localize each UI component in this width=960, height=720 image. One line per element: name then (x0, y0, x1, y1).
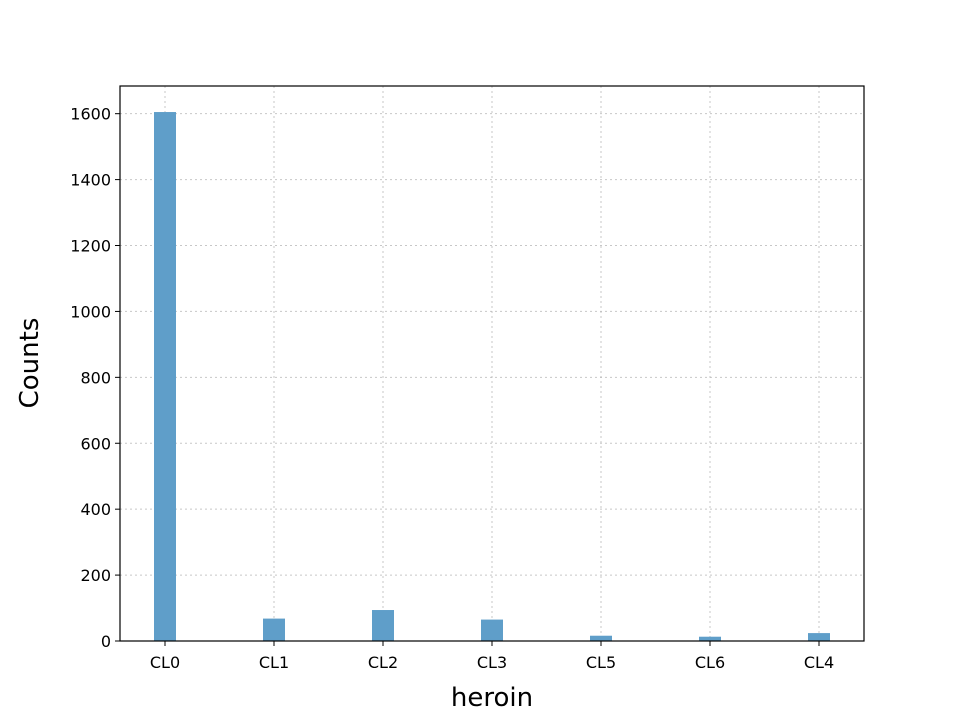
y-tick-label: 600 (80, 434, 111, 453)
x-tick-label: CL1 (259, 653, 289, 672)
x-axis-ticks: CL0 CL1 CL2 CL3 CL5 CL6 CL4 (150, 641, 834, 672)
y-tick-label: 400 (80, 500, 111, 519)
x-tick-label: CL2 (368, 653, 398, 672)
y-tick-label: 1200 (70, 237, 111, 256)
y-tick-label: 1600 (70, 105, 111, 124)
x-tick-label: CL3 (477, 653, 507, 672)
y-tick-label: 800 (80, 368, 111, 387)
y-tick-label: 1400 (70, 171, 111, 190)
bar-cl1 (263, 618, 285, 641)
bar-cl4 (808, 633, 830, 641)
bar-cl0 (154, 112, 176, 641)
bar-cl6 (699, 636, 721, 641)
x-tick-label: CL5 (586, 653, 616, 672)
plot-frame (119, 85, 865, 642)
bar-cl2 (372, 610, 394, 641)
y-axis-title: Counts (15, 318, 45, 409)
x-tick-label: CL6 (695, 653, 725, 672)
y-tick-label: 1000 (70, 302, 111, 321)
bar-cl3 (481, 619, 503, 641)
grid (120, 86, 864, 642)
x-tick-label: CL0 (150, 653, 180, 672)
y-tick-label: 0 (101, 632, 111, 651)
bar-cl5 (590, 635, 612, 641)
x-tick-label: CL4 (804, 653, 834, 672)
bars (154, 112, 830, 641)
y-axis-ticks: 0 200 400 600 800 1000 1200 1400 1600 (70, 105, 120, 651)
x-axis-title: heroin (451, 683, 533, 713)
y-tick-label: 200 (80, 566, 111, 585)
